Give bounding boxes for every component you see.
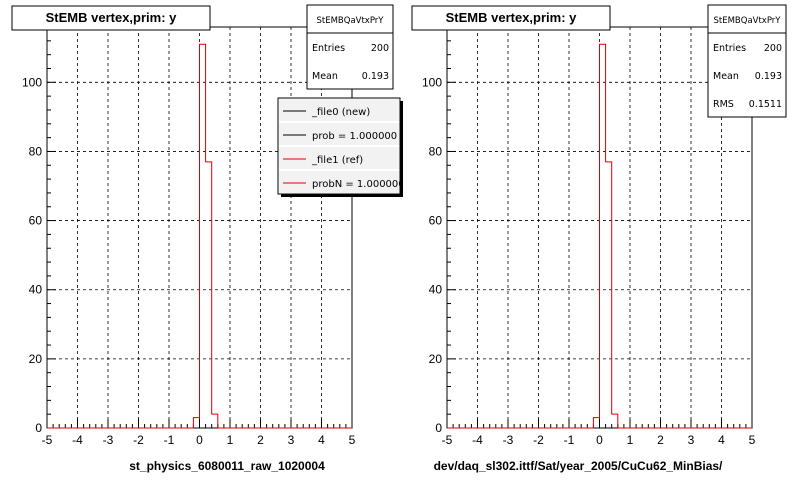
stats-value: 0.193 <box>755 71 782 82</box>
x-tick-label: -4 <box>472 433 483 447</box>
y-tick-label: 100 <box>422 75 442 89</box>
y-tick-label: 80 <box>29 144 43 158</box>
stats-value: 0.193 <box>362 71 389 82</box>
histogram-series-2 <box>47 43 352 429</box>
y-tick-label: 20 <box>29 352 43 366</box>
legend-label: prob = 1.000000 <box>312 131 397 142</box>
stats-box <box>707 4 787 118</box>
stats-label: Entries <box>713 43 746 54</box>
y-tick-label: 40 <box>429 283 443 297</box>
x-axis-label: dev/daq_sl302.ittf/Sat/year_2005/CuCu62_… <box>434 459 723 473</box>
chart-panel-1: -5 -4 -3 -2 -1 0 1 2 3 4 5 0 20 40 60 80 100 StEMB vertex… <box>11 4 405 473</box>
x-tick-label: -2 <box>133 433 144 447</box>
x-axis-label: st_physics_6080011_raw_1020004 <box>129 459 325 473</box>
y-tick-label: 100 <box>22 75 42 89</box>
x-tick-label: 4 <box>318 433 325 447</box>
chart-title: StEMB vertex,prim: y <box>446 10 578 25</box>
stats-value: 200 <box>371 43 389 54</box>
x-tick-label: 5 <box>349 433 356 447</box>
x-tick-label: 1 <box>227 433 234 447</box>
stats-label: Mean <box>312 71 338 82</box>
x-tick-label: 3 <box>688 433 695 447</box>
stats-box <box>306 4 394 90</box>
legend-entry-bg <box>279 147 399 169</box>
stats-label: RMS <box>713 99 734 110</box>
legend-label: probN = 1.000000 <box>312 179 405 190</box>
y-tick-label: 60 <box>429 214 443 228</box>
x-tick-label: 3 <box>288 433 295 447</box>
x-tick-label: -1 <box>564 433 575 447</box>
legend-entry-bg <box>279 123 399 145</box>
x-tick-label: -4 <box>72 433 83 447</box>
legend-label: _file0 (new) <box>311 107 370 118</box>
x-tick-label: 2 <box>657 433 664 447</box>
stats-label: Mean <box>713 71 739 82</box>
title-box <box>411 5 611 31</box>
legend-entry-bg <box>279 99 399 121</box>
x-tick-label: 0 <box>196 433 203 447</box>
x-tick-label: -1 <box>164 433 175 447</box>
title-box <box>11 5 211 31</box>
legend-entry-bg <box>279 171 399 193</box>
x-tick-label: 5 <box>749 433 756 447</box>
stats-label: Entries <box>312 43 345 54</box>
x-tick-label: 0 <box>596 433 603 447</box>
x-tick-label: -3 <box>103 433 114 447</box>
y-tick-label: 0 <box>435 421 442 435</box>
histogram-series-1 <box>447 43 752 429</box>
x-tick-label: -3 <box>503 433 514 447</box>
stats-title: StEMBQaVtxPrY <box>713 16 781 26</box>
x-tick-label: 2 <box>257 433 264 447</box>
legend: _file0 (new) prob = 1.000000 _file1 (ref) p… <box>277 97 405 197</box>
x-tick-label: -5 <box>442 433 453 447</box>
legend-entries: _file0 (new) prob = 1.000000 _file1 (ref) p… <box>279 99 405 193</box>
y-tick-label: 0 <box>35 421 42 435</box>
x-tick-label: -5 <box>42 433 53 447</box>
legend-label: _file1 (ref) <box>311 155 363 166</box>
y-tick-label: 20 <box>429 352 443 366</box>
stats-value: 200 <box>764 43 782 54</box>
x-tick-label: -2 <box>533 433 544 447</box>
y-tick-label: 60 <box>29 214 43 228</box>
chart-title: StEMB vertex,prim: y <box>46 10 178 25</box>
y-tick-label: 80 <box>429 144 443 158</box>
chart-panel-2: -5 -4 -3 -2 -1 0 1 2 3 4 5 0 20 40 60 80 100 StEMB vertex… <box>411 4 787 473</box>
y-tick-label: 40 <box>29 283 43 297</box>
x-tick-label: 4 <box>718 433 725 447</box>
stats-title: StEMBQaVtxPrY <box>316 16 384 26</box>
x-tick-label: 1 <box>627 433 634 447</box>
stats-value: 0.1511 <box>749 99 782 110</box>
